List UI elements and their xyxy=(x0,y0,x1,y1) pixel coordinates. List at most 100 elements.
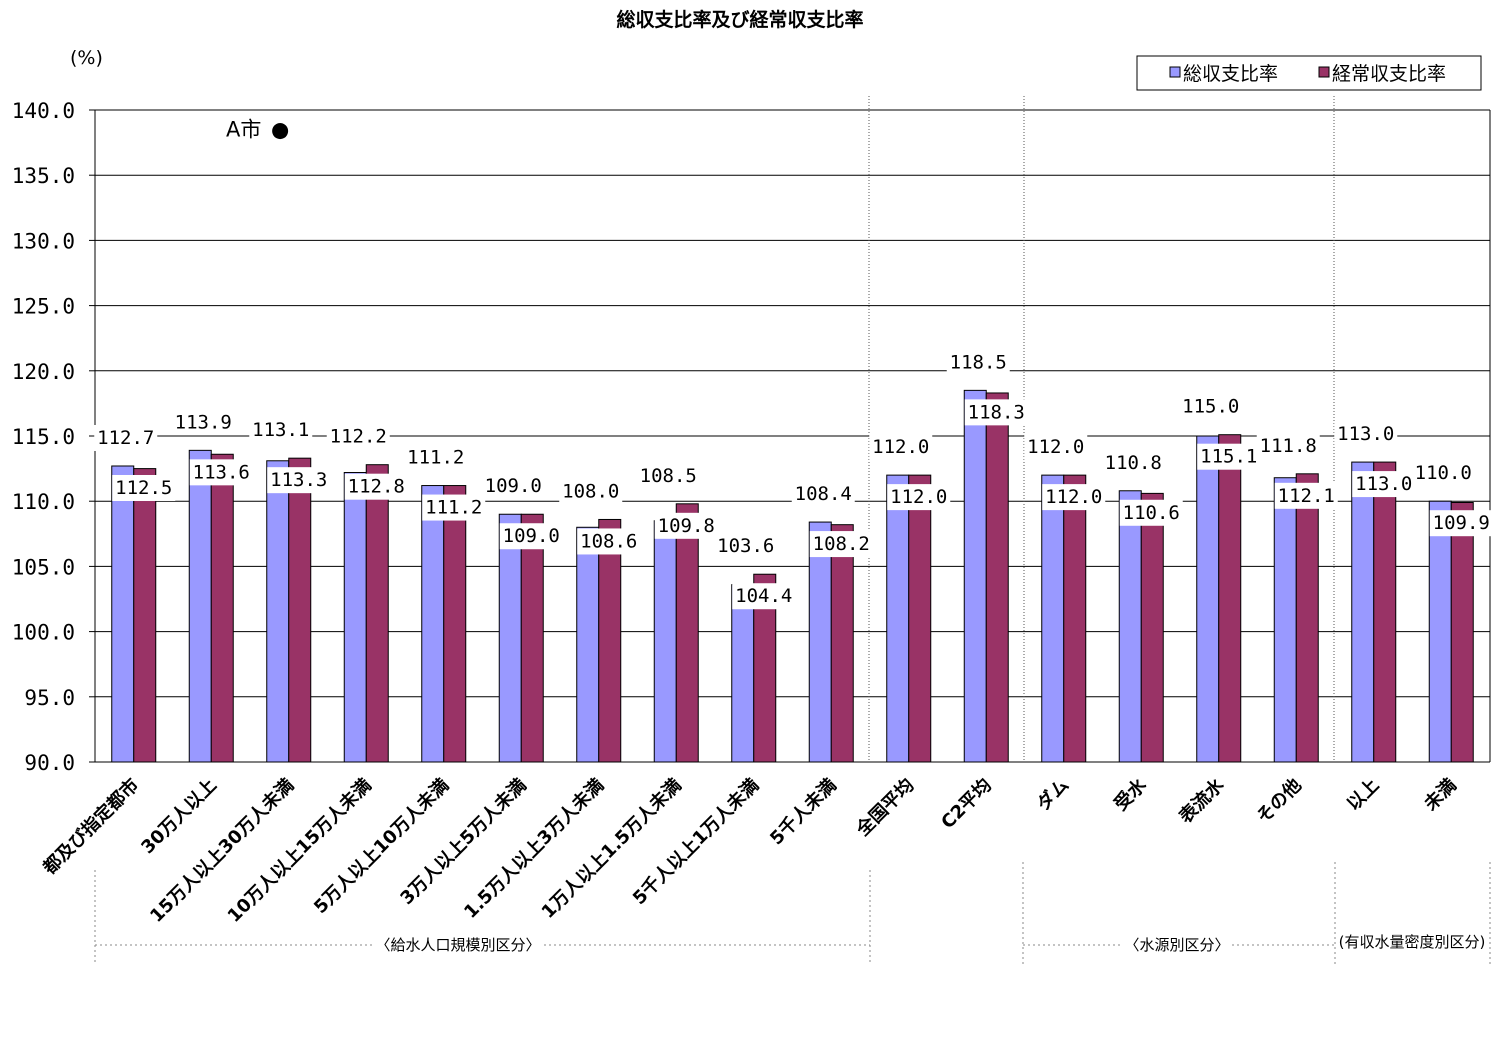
bar-recurring xyxy=(908,474,932,763)
bar-recurring xyxy=(1140,492,1164,763)
bar-total xyxy=(576,526,600,763)
data-label-recurring: 108.6 xyxy=(580,530,637,552)
data-label-recurring-bg xyxy=(1197,443,1261,470)
x-category-label: 10万人以上15万人未満 xyxy=(223,774,376,927)
y-tick-label: 90.0 xyxy=(24,751,75,775)
data-label-total-bg xyxy=(869,434,933,461)
data-label-recurring-bg xyxy=(577,528,641,555)
data-label-total: 118.5 xyxy=(950,351,1007,373)
bar-recurring xyxy=(288,457,312,763)
data-label-recurring-bg xyxy=(422,494,486,521)
data-label-total: 112.0 xyxy=(872,436,929,458)
data-label-total: 113.1 xyxy=(252,419,309,441)
group-label-water-source: 〈水源別区分〉 xyxy=(1124,936,1229,954)
data-label-recurring: 109.0 xyxy=(503,525,560,547)
bar-total xyxy=(1196,435,1220,763)
annotation-marker-icon: ● xyxy=(271,118,289,142)
bar-total xyxy=(1118,490,1142,763)
data-label-recurring-bg xyxy=(1042,484,1106,511)
bar-total xyxy=(963,389,987,763)
x-category-label: 5千人未満 xyxy=(765,774,840,849)
data-label-total-bg xyxy=(326,423,390,450)
bar-recurring xyxy=(520,513,544,763)
x-category-label: 15万人以上30万人未満 xyxy=(145,774,298,927)
bar-recurring xyxy=(133,468,157,763)
data-label-total: 110.8 xyxy=(1105,452,1162,474)
data-label-recurring: 112.1 xyxy=(1278,485,1335,507)
bar-total xyxy=(886,474,910,763)
data-label-recurring-bg xyxy=(112,474,176,501)
data-label-recurring-bg xyxy=(964,399,1028,426)
data-label-total-bg xyxy=(714,533,778,560)
bar-recurring xyxy=(365,464,389,763)
data-label-total: 112.7 xyxy=(97,427,154,449)
data-label-total: 115.0 xyxy=(1182,396,1239,418)
bar-recurring xyxy=(443,485,467,763)
bar-total xyxy=(188,449,212,763)
data-label-recurring-bg xyxy=(267,467,331,494)
x-category-label: 表流水 xyxy=(1175,773,1229,827)
bar-recurring xyxy=(210,453,234,763)
bar-recurring xyxy=(830,524,854,763)
data-label-total-bg xyxy=(1101,449,1165,476)
bar-total xyxy=(1351,461,1375,763)
data-label-recurring-bg xyxy=(732,583,796,610)
data-label-recurring-bg xyxy=(1429,510,1493,537)
bar-recurring xyxy=(1295,473,1319,763)
y-tick-label: 130.0 xyxy=(12,229,75,253)
legend-label-total: 総収支比率 xyxy=(1183,63,1278,85)
data-label-recurring: 104.4 xyxy=(735,585,792,607)
bar-total xyxy=(731,584,755,763)
x-category-label: 受水 xyxy=(1110,773,1152,815)
data-label-total-bg xyxy=(559,478,623,505)
data-label-recurring-bg xyxy=(344,473,408,500)
data-label-total-bg xyxy=(1256,432,1320,459)
data-label-total-bg xyxy=(1411,460,1475,487)
data-label-total: 112.2 xyxy=(330,426,387,448)
bar-recurring xyxy=(1373,461,1397,763)
y-tick-label: 100.0 xyxy=(12,621,75,645)
bar-total xyxy=(808,521,832,763)
annotation: A市 ● xyxy=(226,118,289,142)
x-category-label: C2平均 xyxy=(937,774,996,833)
bar-total xyxy=(111,465,135,763)
y-tick-label: 125.0 xyxy=(12,295,75,319)
bar-total xyxy=(421,485,445,763)
bar-total xyxy=(1428,500,1452,763)
x-category-label: ダム xyxy=(1032,774,1073,815)
y-tick-label: 135.0 xyxy=(12,164,75,188)
data-label-total-bg xyxy=(171,409,235,436)
bar-recurring xyxy=(985,392,1009,763)
annotation-label: A市 xyxy=(226,118,261,142)
bar-recurring xyxy=(1218,434,1242,763)
bar-total xyxy=(653,520,677,763)
data-label-recurring-bg xyxy=(887,484,951,511)
data-label-total: 109.0 xyxy=(485,475,542,497)
data-label-total-bg xyxy=(481,473,545,500)
x-category-label: 全国平均 xyxy=(851,774,918,841)
data-label-recurring: 113.3 xyxy=(270,469,327,491)
y-axis-unit: (%) xyxy=(70,47,103,69)
legend-label-recurring: 経常収支比率 xyxy=(1332,63,1446,85)
data-label-total-bg xyxy=(1179,393,1243,420)
bar-total xyxy=(498,513,522,763)
data-label-recurring-bg xyxy=(189,459,253,486)
data-label-recurring: 113.6 xyxy=(193,461,250,483)
x-category-label: 30万人以上 xyxy=(137,775,220,858)
bar-recurring xyxy=(1063,474,1087,763)
data-label-recurring-bg xyxy=(1274,482,1338,509)
data-label-total-bg xyxy=(249,417,313,444)
group-brackets: 〈給水人口規模別区分〉 〈水源別区分〉 (有収水量密度別区分) xyxy=(94,862,1491,965)
legend-swatch-total-icon xyxy=(1169,66,1181,78)
data-label-total: 110.0 xyxy=(1415,462,1472,484)
y-tick-label: 95.0 xyxy=(24,686,75,710)
x-category-label: 以上 xyxy=(1343,775,1383,815)
y-tick-label: 120.0 xyxy=(12,360,75,384)
y-tick-label: 105.0 xyxy=(12,555,75,579)
data-label-recurring: 112.0 xyxy=(1045,486,1102,508)
group-label-population: 〈給水人口規模別区分〉 xyxy=(375,936,540,954)
x-category-label: 3万人以上5万人未満 xyxy=(396,774,531,909)
x-category-label: 未満 xyxy=(1420,774,1461,815)
data-label-total-bg xyxy=(1024,434,1088,461)
